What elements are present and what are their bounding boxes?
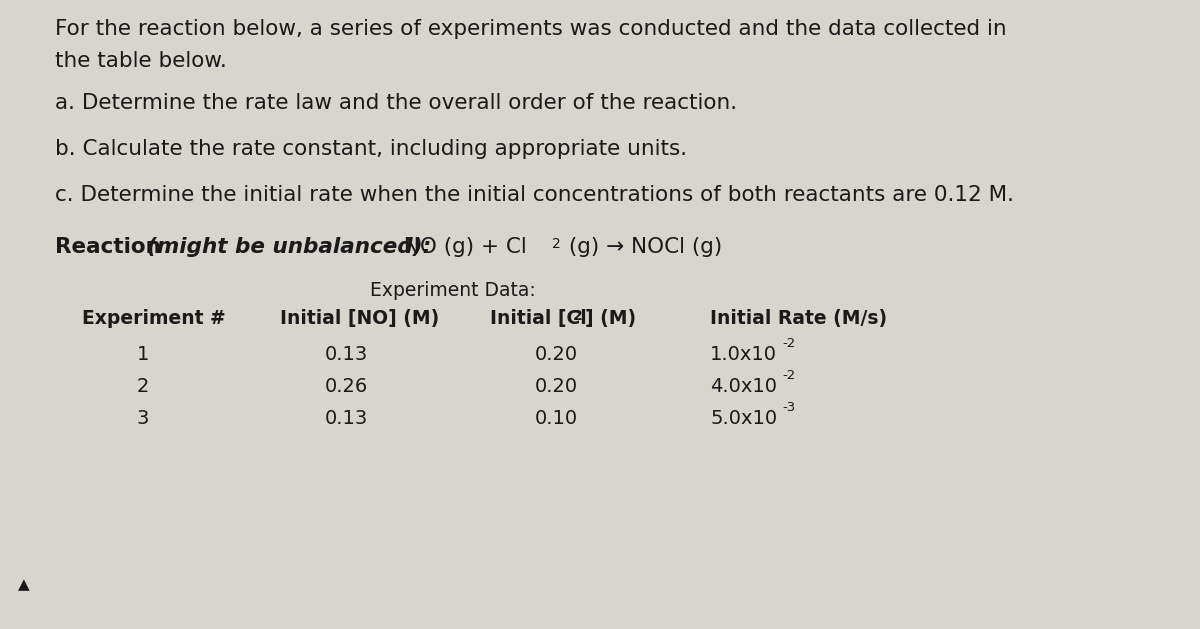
Text: Initial [NO] (M): Initial [NO] (M) [280,309,439,328]
Text: 1: 1 [137,345,149,364]
Text: 0.20: 0.20 [535,377,578,396]
Text: 0.20: 0.20 [535,345,578,364]
Text: Experiment Data:: Experiment Data: [370,281,535,300]
Text: c. Determine the initial rate when the initial concentrations of both reactants : c. Determine the initial rate when the i… [55,185,1014,205]
Text: ] (M): ] (M) [586,309,636,328]
Text: 0.26: 0.26 [325,377,368,396]
Text: -2: -2 [782,369,796,382]
Text: 0.13: 0.13 [325,409,368,428]
Text: 4.0x10: 4.0x10 [710,377,778,396]
Text: NO (g) + Cl: NO (g) + Cl [390,237,527,257]
Text: (might be unbalanced):: (might be unbalanced): [148,237,431,257]
Text: Reaction: Reaction [55,237,168,257]
Text: Initial [Cl: Initial [Cl [490,309,587,328]
Text: 2: 2 [574,309,583,323]
Text: For the reaction below, a series of experiments was conducted and the data colle: For the reaction below, a series of expe… [55,19,1007,39]
Text: 3: 3 [137,409,149,428]
Text: a. Determine the rate law and the overall order of the reaction.: a. Determine the rate law and the overal… [55,93,737,113]
Text: 0.10: 0.10 [535,409,578,428]
Text: the table below.: the table below. [55,51,227,71]
Text: 0.13: 0.13 [325,345,368,364]
Text: Experiment #: Experiment # [82,309,226,328]
Text: 2: 2 [552,237,560,251]
Text: (g) → NOCl (g): (g) → NOCl (g) [562,237,722,257]
Text: b. Calculate the rate constant, including appropriate units.: b. Calculate the rate constant, includin… [55,139,688,159]
Text: 2: 2 [137,377,149,396]
Text: Initial Rate (M/s): Initial Rate (M/s) [710,309,887,328]
Text: -2: -2 [782,337,796,350]
Text: 5.0x10: 5.0x10 [710,409,778,428]
Text: 1.0x10: 1.0x10 [710,345,778,364]
Text: -3: -3 [782,401,796,414]
Text: ▲: ▲ [18,577,30,592]
